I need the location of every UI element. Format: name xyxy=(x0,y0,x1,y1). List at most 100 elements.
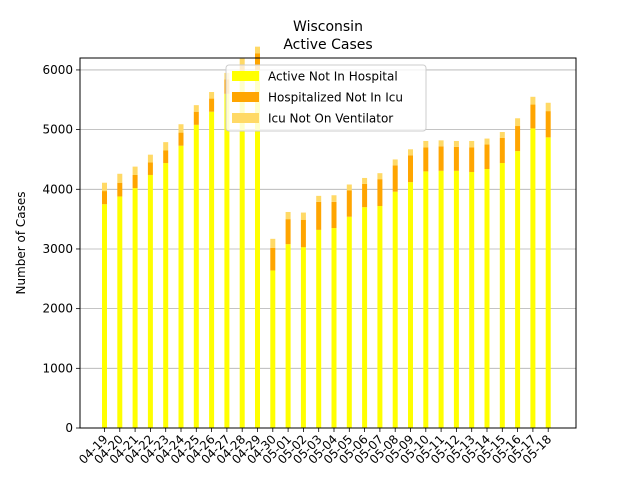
y-axis-label: Number of Cases xyxy=(14,191,28,294)
bar-segment xyxy=(178,145,184,428)
bar-segment xyxy=(499,137,505,164)
bar-segment xyxy=(300,219,306,248)
bar-segment xyxy=(346,184,352,191)
bar-segment xyxy=(499,163,505,428)
x-axis: 04-1904-2004-2104-2204-2304-2404-2504-26… xyxy=(76,428,554,467)
bar-segment xyxy=(438,146,444,171)
bar-segment xyxy=(132,166,138,175)
bar-segment xyxy=(224,93,230,428)
bar-segment xyxy=(209,111,215,428)
bar-segment xyxy=(270,270,276,428)
bar-segment xyxy=(362,183,368,208)
bar-segment xyxy=(346,216,352,428)
bar-segment xyxy=(102,182,107,192)
bar-segment xyxy=(377,179,383,206)
bar-segment xyxy=(147,154,153,163)
y-tick-label: 1000 xyxy=(42,361,73,375)
bar-segment xyxy=(530,104,536,129)
bar-segment xyxy=(530,128,536,428)
bar-segment xyxy=(545,111,551,138)
bar-segment xyxy=(392,165,398,192)
bar-segment xyxy=(270,247,276,271)
bar-segment xyxy=(423,140,429,148)
bar-segment xyxy=(515,151,521,428)
plot-frame xyxy=(79,57,577,429)
bar-segment xyxy=(515,118,521,127)
y-tick-label: 6000 xyxy=(42,63,73,77)
bar-segment xyxy=(239,80,245,428)
bar-segment xyxy=(163,142,169,151)
y-axis: 0 1000 2000 3000 4000 5000 6000 xyxy=(42,63,80,435)
bar-segment xyxy=(423,171,429,429)
bar-segment xyxy=(469,140,475,148)
bar-segment xyxy=(102,191,107,205)
bar-segment xyxy=(453,146,459,171)
chart-subtitle: Active Cases xyxy=(283,37,372,53)
bar-segment xyxy=(423,147,429,172)
bar-segment xyxy=(377,173,383,180)
bar-segment xyxy=(193,111,199,125)
bar-segment xyxy=(178,124,184,133)
y-tick-label: 2000 xyxy=(42,302,73,316)
legend-box xyxy=(225,64,427,132)
bar-segment xyxy=(346,190,352,217)
bar-segment xyxy=(132,174,138,189)
bar-segment xyxy=(117,182,123,197)
bar-segment xyxy=(484,144,490,169)
bar-segment xyxy=(178,132,184,146)
bar-segment xyxy=(255,46,260,54)
bar-segment xyxy=(362,207,368,428)
bar-segment xyxy=(362,177,368,184)
legend-label: Active Not In Hospital xyxy=(268,70,398,84)
bar-segment xyxy=(193,105,199,112)
bar-segment xyxy=(209,98,215,112)
bar-segment xyxy=(102,204,107,428)
bar-segment xyxy=(300,212,306,220)
bar-segment xyxy=(438,140,444,147)
y-tick-label: 4000 xyxy=(42,182,73,196)
bar-segment xyxy=(408,149,413,156)
bar-segment xyxy=(117,196,123,428)
bar-segment xyxy=(316,201,322,230)
bar-segment xyxy=(147,174,153,428)
bar-segment xyxy=(484,169,490,428)
legend-label: Icu Not On Ventilator xyxy=(268,112,393,126)
bar-segment xyxy=(147,162,153,175)
y-tick-label: 3000 xyxy=(42,242,73,256)
legend-swatch xyxy=(232,71,259,81)
bar-segment xyxy=(285,219,291,245)
bar-segment xyxy=(408,182,413,428)
bar-segment xyxy=(255,53,260,70)
bar-segment xyxy=(438,170,444,428)
bar-segment xyxy=(469,171,475,428)
bar-segment xyxy=(239,58,245,66)
bar-segment xyxy=(392,191,398,428)
bar-segment xyxy=(545,102,551,112)
bar-segment xyxy=(453,170,459,428)
bar-segment xyxy=(453,140,459,147)
bar-segment xyxy=(530,96,536,105)
bar-segment xyxy=(193,124,199,428)
bar-segment xyxy=(209,92,215,99)
bar-segment xyxy=(163,163,169,428)
bar-segment xyxy=(331,195,337,202)
bar-segment xyxy=(392,159,398,166)
bar-segment xyxy=(377,206,383,428)
bar-segment xyxy=(270,238,276,248)
bar-segment xyxy=(316,195,322,202)
bar-segment xyxy=(316,229,322,428)
y-tick-label: 5000 xyxy=(42,123,73,137)
bar-segment xyxy=(484,138,490,145)
bar-segment xyxy=(117,173,123,183)
bars xyxy=(102,46,551,429)
bar-segment xyxy=(545,137,551,428)
bar-segment xyxy=(331,201,337,229)
bar-segment xyxy=(285,244,291,428)
bar-segment xyxy=(331,228,337,428)
bar-segment xyxy=(499,132,505,138)
bar-segment xyxy=(469,147,475,172)
bar-segment xyxy=(408,155,413,183)
bar-segment xyxy=(300,247,306,428)
chart-title: Wisconsin xyxy=(293,19,363,35)
legend-swatch xyxy=(232,113,259,123)
